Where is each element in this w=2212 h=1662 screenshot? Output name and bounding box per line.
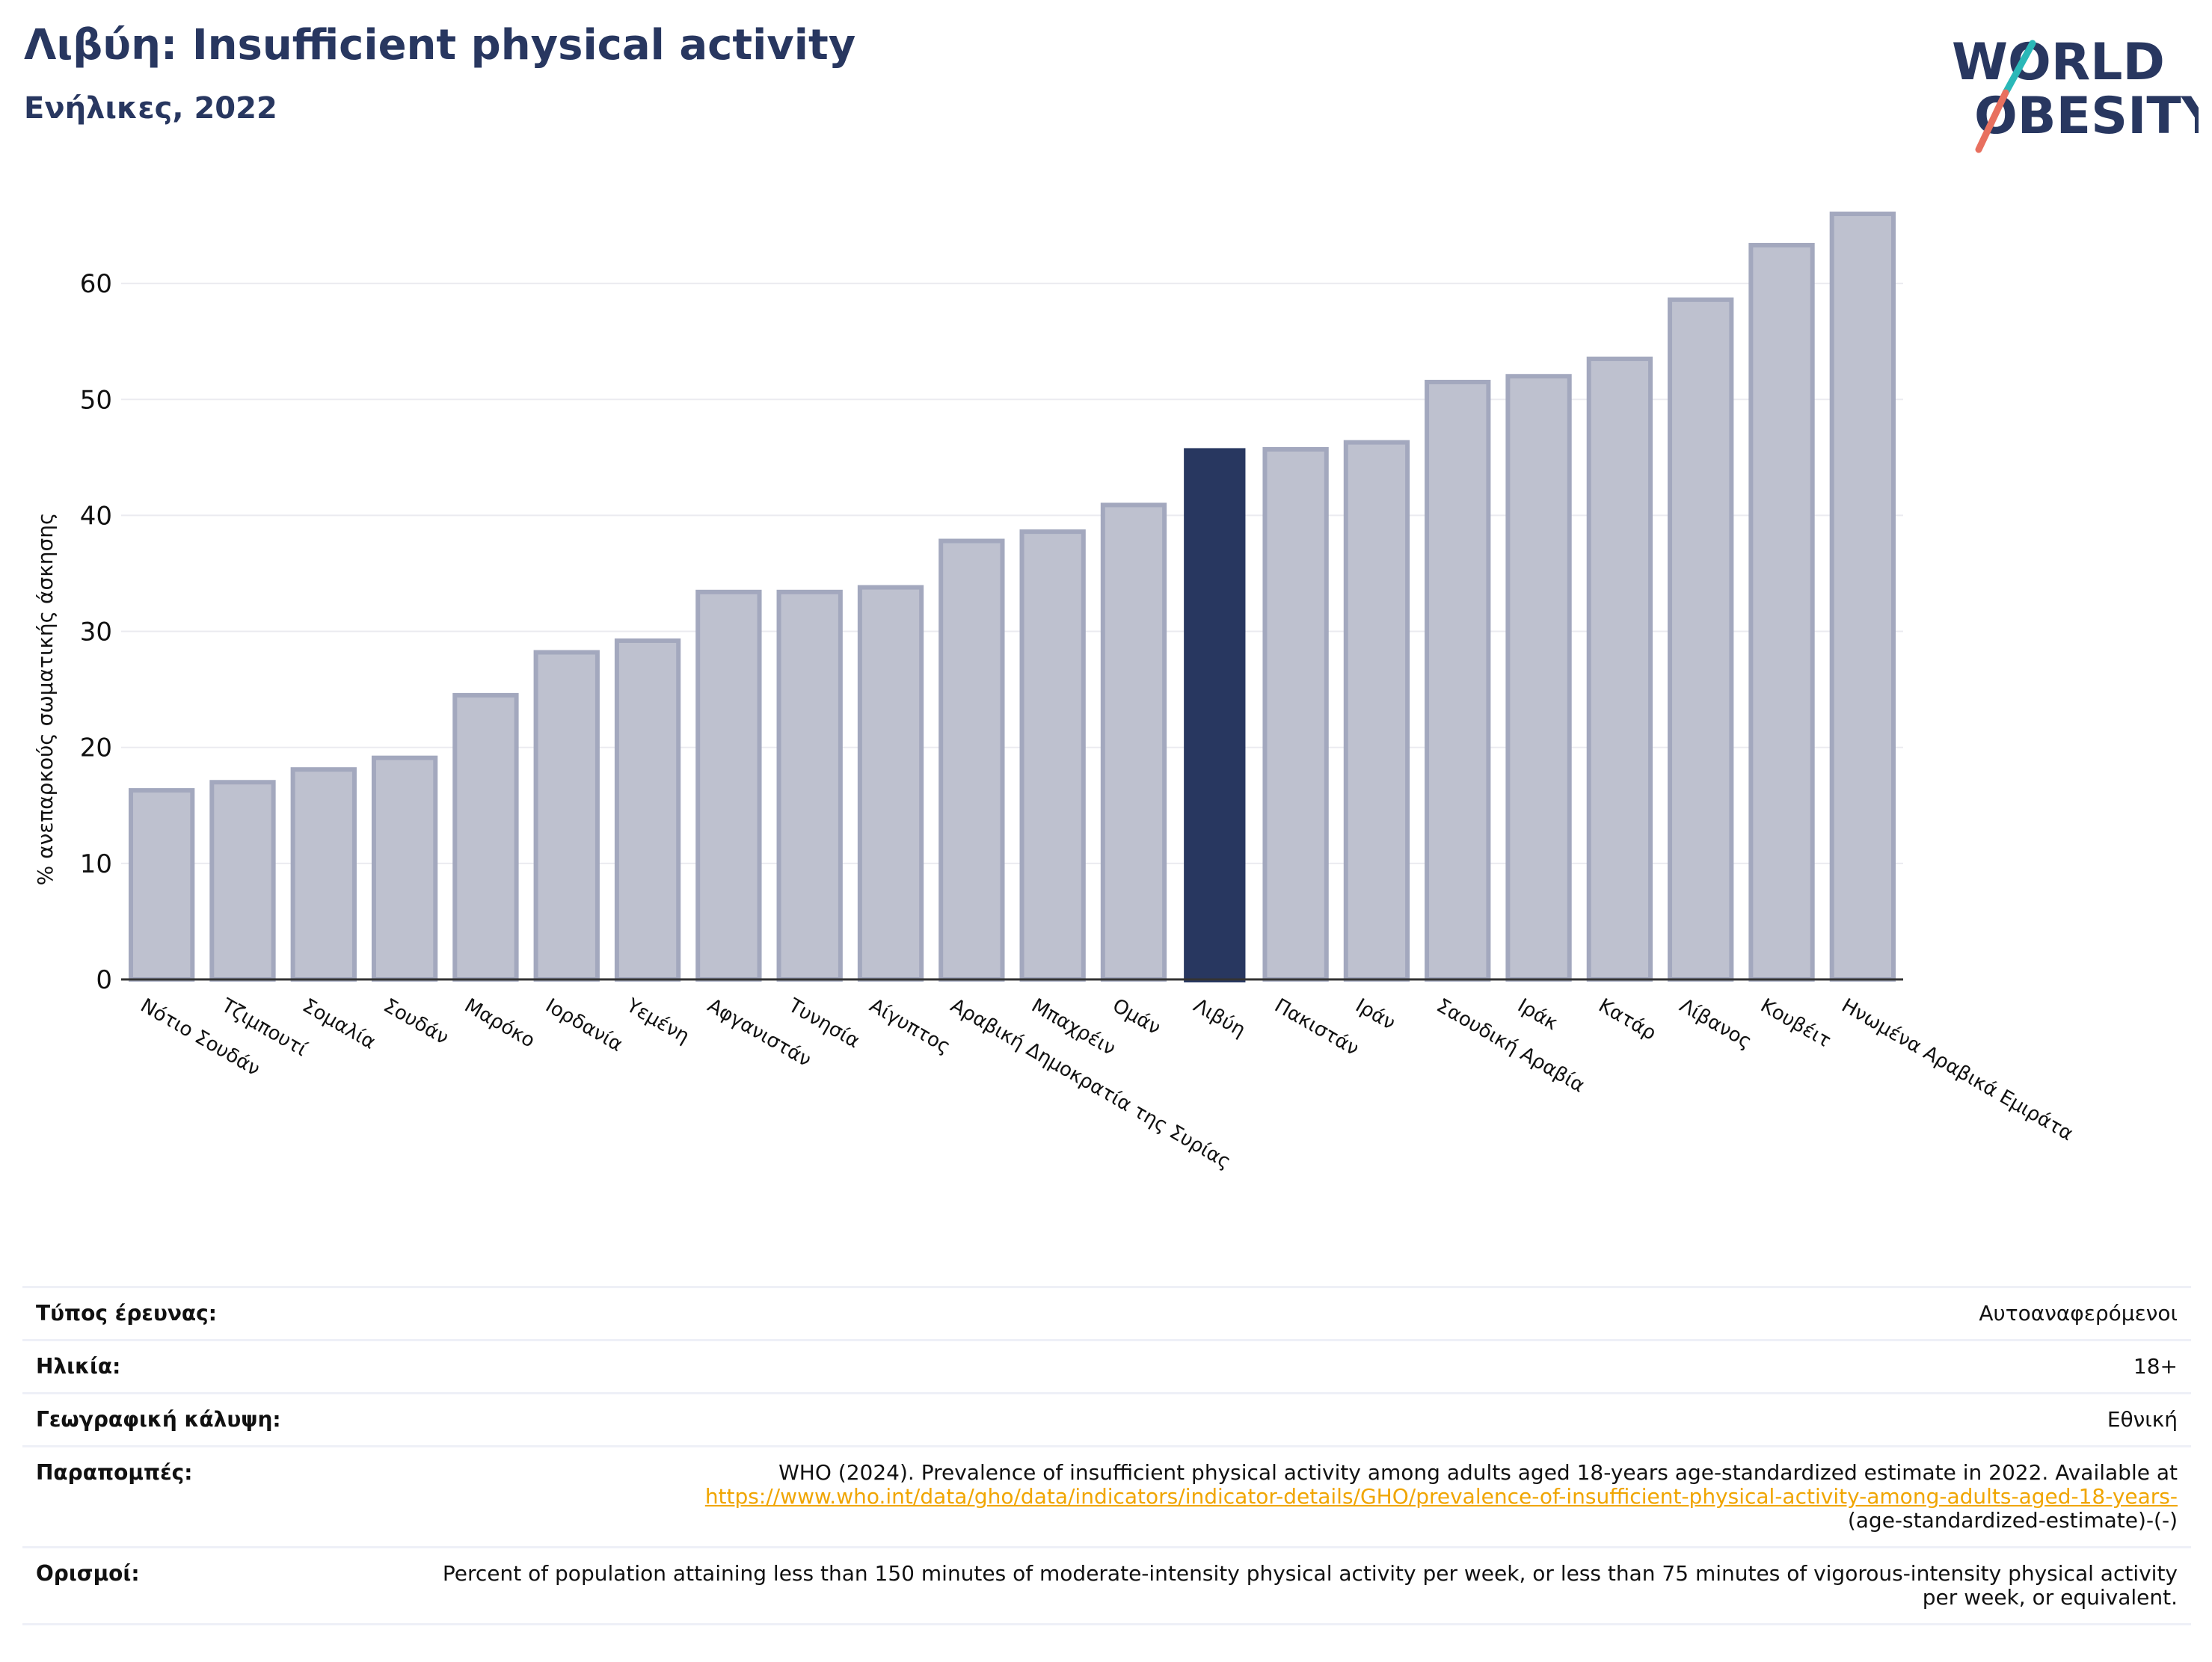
x-tick-label: Λιβύη bbox=[1190, 994, 1250, 1041]
logo-line1: WORLD bbox=[1952, 33, 2165, 92]
bar bbox=[776, 589, 843, 982]
info-label: Ορισμοί: bbox=[36, 1561, 140, 1586]
bar bbox=[1829, 212, 1896, 982]
bar bbox=[290, 767, 357, 982]
x-tick-label: Σομαλία bbox=[298, 994, 379, 1054]
bar bbox=[857, 585, 924, 982]
x-tick-label: Μαρόκο bbox=[461, 994, 538, 1053]
bar bbox=[452, 692, 519, 982]
y-tick-label: 10 bbox=[80, 849, 112, 879]
bar bbox=[1262, 446, 1329, 982]
bar bbox=[695, 589, 762, 982]
x-tick-label: Υεμένη bbox=[622, 994, 693, 1048]
bars bbox=[128, 212, 1896, 982]
x-tick-label: Λίβανος bbox=[1676, 994, 1756, 1053]
page-subtitle: Ενήλικες, 2022 bbox=[24, 91, 277, 126]
y-tick-label: 0 bbox=[96, 965, 112, 995]
y-axis-label: % ανεπαρκούς σωματικής άσκησης bbox=[33, 513, 58, 886]
x-tick-label: Ιράκ bbox=[1514, 994, 1561, 1035]
info-value: Εθνική bbox=[2107, 1407, 2178, 1432]
bar bbox=[209, 780, 276, 982]
x-tick-label: Σαουδική Αραβία bbox=[1433, 994, 1588, 1098]
references-text-after: (age-standardized-estimate)-(-) bbox=[1847, 1508, 2178, 1533]
x-tick-label: Πακιστάν bbox=[1271, 994, 1362, 1060]
info-label: Παραπομπές: bbox=[36, 1460, 193, 1485]
y-tick-label: 20 bbox=[80, 733, 112, 763]
bar bbox=[1019, 529, 1086, 982]
page-title: Λιβύη: Insufficient physical activity bbox=[24, 21, 856, 70]
x-tick-label: Ομάν bbox=[1108, 994, 1164, 1039]
definitions-value: Percent of population attaining less tha… bbox=[442, 1561, 2178, 1610]
logo-line2: OBESITY bbox=[1974, 87, 2199, 146]
y-tick-label: 60 bbox=[80, 269, 112, 299]
bar-highlighted bbox=[1184, 448, 1246, 982]
x-tick-label: Κατάρ bbox=[1594, 994, 1659, 1045]
info-label: Ηλικία: bbox=[36, 1354, 121, 1379]
bar-chart: 0 10 20 30 40 50 60 Νότιο ΣουδάνΤζιμπουτίΣομαλ… bbox=[33, 212, 2077, 1174]
x-tick-label: Αραβική Δημοκρατία της Συρίας bbox=[947, 994, 1235, 1174]
bar bbox=[614, 638, 681, 982]
bar bbox=[938, 538, 1005, 982]
bar bbox=[533, 650, 600, 982]
x-tick-label: Σουδάν bbox=[380, 994, 452, 1049]
info-row-coverage: Γεωγραφική κάλυψη: Εθνική bbox=[22, 1394, 2191, 1447]
world-obesity-logo: WORLD OBESITY bbox=[1952, 33, 2199, 153]
x-tick-label: Ιορδανία bbox=[541, 994, 626, 1056]
info-label: Γεωγραφική κάλυψη: bbox=[36, 1407, 281, 1432]
info-row-age: Ηλικία: 18+ bbox=[22, 1341, 2191, 1394]
bar bbox=[1425, 379, 1491, 982]
info-value: 18+ bbox=[2133, 1354, 2178, 1379]
references-link[interactable]: https://www.who.int/data/gho/data/indica… bbox=[704, 1484, 2178, 1509]
bar bbox=[1505, 374, 1572, 982]
x-tick-label: Ιράν bbox=[1351, 994, 1398, 1035]
references-value: WHO (2024). Prevalence of insufficient p… bbox=[705, 1461, 2178, 1533]
info-row-survey-type: Τύπος έρευνας: Αυτοαναφερόμενοι bbox=[22, 1288, 2191, 1341]
x-tick-label: Ηνωμένα Αραβικά Εμιράτα bbox=[1837, 994, 2077, 1145]
bar bbox=[1586, 356, 1653, 982]
bar bbox=[128, 788, 195, 982]
y-tick-label: 40 bbox=[80, 501, 112, 531]
x-tick-label: Κουβέιτ bbox=[1757, 994, 1834, 1053]
bar bbox=[1748, 242, 1815, 982]
info-row-definitions: Ορισμοί: Percent of population attaining… bbox=[22, 1548, 2191, 1625]
bar bbox=[1100, 502, 1167, 982]
bar bbox=[1343, 440, 1410, 982]
y-tick-label: 50 bbox=[80, 385, 112, 415]
info-table: Τύπος έρευνας: Αυτοαναφερόμενοι Ηλικία: … bbox=[22, 1286, 2191, 1625]
bar bbox=[371, 755, 438, 982]
references-text: WHO (2024). Prevalence of insufficient p… bbox=[778, 1460, 2178, 1485]
y-tick-labels: 0 10 20 30 40 50 60 bbox=[80, 269, 112, 995]
info-label: Τύπος έρευνας: bbox=[36, 1301, 217, 1326]
y-tick-label: 30 bbox=[80, 618, 112, 647]
info-value: Αυτοαναφερόμενοι bbox=[1979, 1301, 2178, 1326]
x-tick-label: Αίγυπτος bbox=[866, 994, 954, 1059]
bar bbox=[1668, 297, 1734, 982]
info-row-references: Παραπομπές: WHO (2024). Prevalence of in… bbox=[22, 1447, 2191, 1548]
